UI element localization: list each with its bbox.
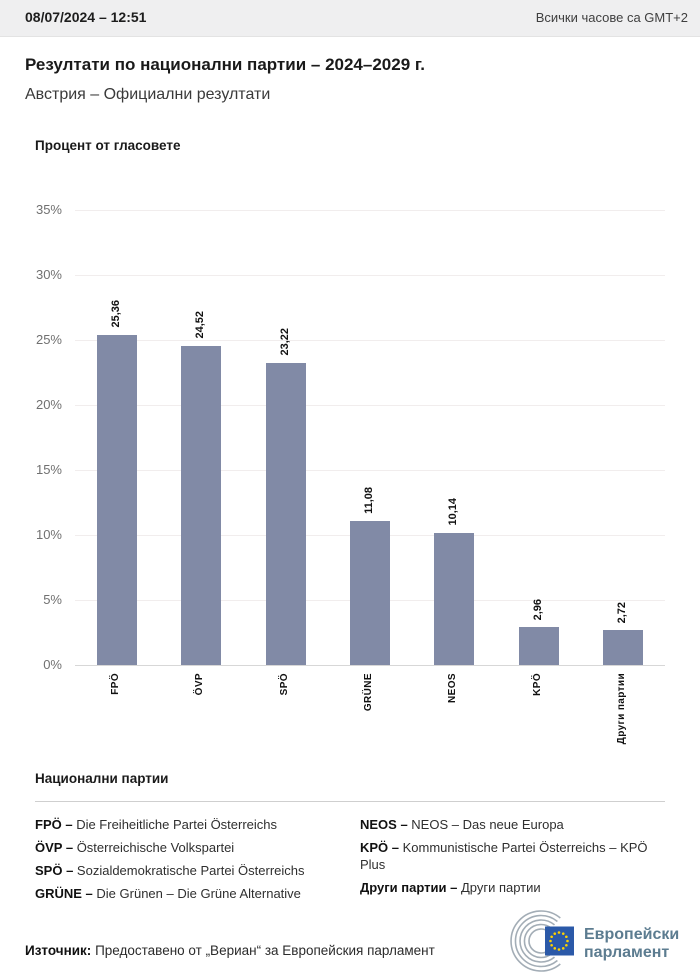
legend-divider xyxy=(35,801,665,802)
bar xyxy=(602,630,643,665)
logo-text-line2: парламент xyxy=(584,944,669,961)
gridline xyxy=(75,340,665,341)
legend-party-abbr: GRÜNE – xyxy=(35,886,97,901)
legend-party-name: Други партии xyxy=(460,880,541,895)
logo-text-line1: Европейски xyxy=(584,926,679,943)
x-axis-label: GRÜNE xyxy=(363,673,374,712)
bar-value-label: 2,96 xyxy=(531,598,544,620)
bar-value-label: 11,08 xyxy=(363,487,375,514)
legend-column-right: NEOS – NEOS – Das neue Europa KPÖ – Kommu… xyxy=(360,816,672,902)
x-axis-line xyxy=(75,665,665,666)
legend-heading: Национални партии xyxy=(35,771,169,786)
bar xyxy=(350,521,390,665)
legend-party-abbr: FPÖ – xyxy=(35,817,77,832)
legend-party-abbr: NEOS – xyxy=(360,817,412,832)
legend-party-abbr: Други партии – xyxy=(360,880,461,895)
legend-party-abbr: SPÖ – xyxy=(35,863,77,878)
bar-value-label: 10,14 xyxy=(447,498,460,526)
bar xyxy=(97,335,138,665)
bar xyxy=(518,627,559,665)
legend-party-abbr: KPÖ – xyxy=(360,840,403,855)
top-bar: 08/07/2024 – 12:51 Всички часове са GMT+… xyxy=(0,0,700,37)
gridline xyxy=(75,210,665,211)
legend-entry: NEOS – NEOS – Das neue Europa xyxy=(360,816,672,833)
legend-entry: GRÜNE – Die Grünen – Die Grüne Alternati… xyxy=(35,885,335,902)
x-axis-label: FPÖ xyxy=(110,673,122,695)
chart-title: Процент от гласовете xyxy=(35,138,181,153)
legend-party-name: Kommunistische Partei Österreichs – KPÖ … xyxy=(360,840,648,872)
bar-value-label: 23,22 xyxy=(278,328,291,356)
source-label: Източник: xyxy=(25,943,92,958)
european-parliament-logo: Европейски парламент xyxy=(510,910,679,972)
bar-value-label: 25,36 xyxy=(110,300,123,328)
bar xyxy=(181,346,222,665)
legend-party-name: NEOS – Das neue Europa xyxy=(411,817,564,832)
source-text: Предоставено от „Вериан“ за Европейския … xyxy=(95,943,435,958)
bar-value-label: 24,52 xyxy=(194,311,207,339)
gridline xyxy=(75,275,665,276)
legend-entry: SPÖ – Sozialdemokratische Partei Österre… xyxy=(35,862,335,879)
logo-wordmark: Европейски парламент xyxy=(584,926,679,961)
eu-flag-icon xyxy=(545,926,574,956)
legend-party-name: Die Freiheitliche Partei Österreichs xyxy=(76,817,278,832)
legend-entry: FPÖ – Die Freiheitliche Partei Österreic… xyxy=(35,816,335,833)
legend-party-abbr: ÖVP – xyxy=(35,840,77,855)
legend-entry: ÖVP – Österreichische Volkspartei xyxy=(35,839,335,856)
legend-party-name: Die Grünen – Die Grüne Alternative xyxy=(96,886,301,901)
y-axis-tick-label: 35% xyxy=(35,202,62,217)
bar xyxy=(265,363,306,665)
legend-party-name: Sozialdemokratische Partei Österreichs xyxy=(76,863,305,878)
page-subtitle: Австрия – Официални резултати xyxy=(25,86,271,103)
legend-entry: KPÖ – Kommunistische Partei Österreichs … xyxy=(360,839,672,873)
y-axis-tick-label: 20% xyxy=(35,397,62,412)
gridline xyxy=(75,405,665,406)
x-axis-label: SPÖ xyxy=(278,673,290,696)
bar xyxy=(434,533,475,665)
x-axis-label: KPÖ xyxy=(531,673,543,696)
x-axis-label: Други партии xyxy=(615,673,627,745)
bar-value-label: 2,72 xyxy=(615,601,628,623)
gridline xyxy=(75,470,665,471)
source-line: Източник: Предоставено от „Вериан“ за Ев… xyxy=(25,943,435,958)
x-axis-label: ÖVP xyxy=(194,673,206,696)
y-axis-tick-label: 0% xyxy=(43,657,62,672)
legend-party-name: Österreichische Volkspartei xyxy=(76,840,235,855)
legend-column-left: FPÖ – Die Freiheitliche Partei Österreic… xyxy=(35,816,335,908)
y-axis-tick-label: 15% xyxy=(35,462,62,477)
hemicycle-icon xyxy=(510,910,561,972)
timezone-note: Всички часове са GMT+2 xyxy=(535,10,688,25)
datetime-text: 08/07/2024 – 12:51 xyxy=(25,9,147,25)
y-axis-tick-label: 25% xyxy=(35,332,62,347)
page-title: Резултати по национални партии – 2024–20… xyxy=(25,55,425,74)
y-axis-tick-label: 5% xyxy=(43,592,62,607)
y-axis-tick-label: 30% xyxy=(35,267,62,282)
legend-entry: Други партии – Други партии xyxy=(360,879,672,896)
y-axis-tick-label: 10% xyxy=(35,527,62,542)
x-axis-label: NEOS xyxy=(447,673,459,703)
